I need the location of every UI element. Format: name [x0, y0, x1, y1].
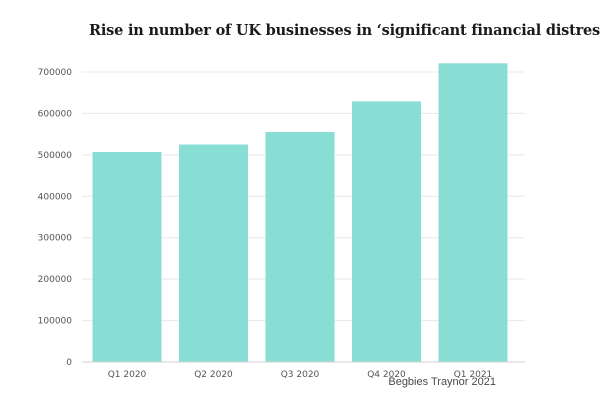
- x-tick-label: Q1 2021: [454, 370, 493, 380]
- chart-title: Rise in number of UK businesses in ‘sign…: [89, 22, 600, 39]
- y-axis-tick-labels: 0 100000 200000 300000 400000 500000 600000 700…: [38, 68, 73, 368]
- y-tick-label: 700000: [38, 68, 73, 78]
- x-tick-label: Q4 2020: [367, 370, 406, 380]
- y-tick-label: 500000: [38, 151, 73, 161]
- x-axis-tick-labels: Q1 2020 Q2 2020 Q3 2020 Q4 2020 Q1 2021: [108, 370, 493, 380]
- bar: [92, 151, 162, 362]
- bar: [179, 144, 248, 362]
- x-tick-label: Q2 2020: [194, 370, 233, 380]
- x-tick-label: Q1 2020: [108, 370, 147, 380]
- y-tick-label: 400000: [38, 192, 73, 202]
- y-tick-label: 100000: [38, 317, 73, 327]
- bar: [265, 132, 335, 362]
- source-note: Begbies Traynor 2021: [388, 376, 496, 388]
- y-tick-label: 0: [66, 358, 72, 368]
- bars: [92, 63, 508, 363]
- bar: [438, 63, 508, 363]
- y-tick-label: 300000: [38, 234, 73, 244]
- bar: [352, 101, 421, 363]
- x-tick-label: Q3 2020: [281, 370, 320, 380]
- y-tick-label: 600000: [38, 109, 73, 119]
- y-tick-label: 200000: [38, 275, 73, 285]
